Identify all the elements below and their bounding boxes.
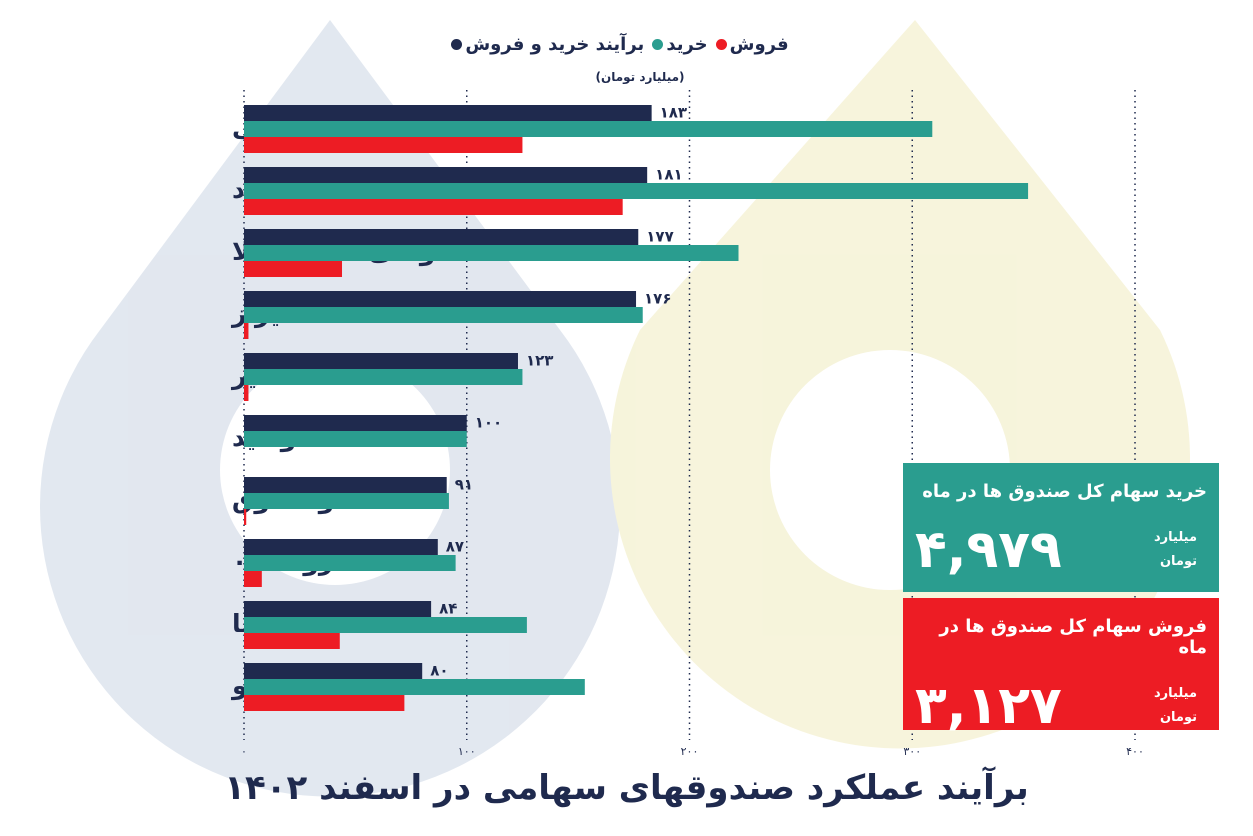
bar xyxy=(244,105,652,121)
plot: ۰۱۰۰۲۰۰۳۰۰۴۰۰فملی۱۸۳فولاد۱۸۱گواهی شمش طل… xyxy=(230,90,1144,758)
bar xyxy=(244,261,343,277)
bar xyxy=(244,369,523,385)
unit-line: میلیارد xyxy=(1153,686,1197,701)
bar xyxy=(244,245,739,261)
legend-label: خرید xyxy=(666,34,708,55)
bar xyxy=(244,633,340,649)
legend-label: فروش xyxy=(729,34,789,55)
summary-unit: میلیارد تومان xyxy=(1154,526,1197,574)
value-label: ۱۸۱ xyxy=(655,166,682,184)
x-tick-label: ۲۰۰ xyxy=(681,745,699,758)
summary-value: ۴,۹۷۹ xyxy=(915,520,1062,580)
x-tick-label: ۳۰۰ xyxy=(903,745,921,758)
value-label: ۱۰۰ xyxy=(475,414,502,432)
bar xyxy=(244,385,249,401)
value-label: ۸۰ xyxy=(430,662,448,680)
value-label: ۱۷۶ xyxy=(644,290,671,308)
subtitle: (میلیارد تومان) xyxy=(595,70,685,84)
summary-title: فروش سهام کل صندوق ها در ماه xyxy=(939,616,1207,658)
bar xyxy=(244,229,639,245)
legend-swatch xyxy=(652,39,664,50)
bar xyxy=(244,121,933,137)
x-tick-label: ۱۰۰ xyxy=(458,745,476,758)
bar xyxy=(244,493,449,509)
summary-box: خرید سهام کل صندوق ها در ماه میلیارد تومان… xyxy=(903,463,1219,592)
legend-swatch xyxy=(715,39,727,50)
value-label: ۱۲۳ xyxy=(526,352,553,370)
legend-item: خرید xyxy=(652,34,708,55)
bar xyxy=(244,199,623,215)
chart-title: برآیند عملکرد صندوقهای سهامی در اسفند ۱۴… xyxy=(224,768,1029,808)
summary-row: میلیارد تومان ۴,۹۷۹ xyxy=(915,520,1207,580)
value-label: ۸۴ xyxy=(439,600,457,618)
summary-value: ۳,۱۲۷ xyxy=(915,676,1062,736)
bar xyxy=(244,695,405,711)
x-tick-label: ۰ xyxy=(241,745,247,758)
bar xyxy=(244,137,523,153)
bar xyxy=(244,477,447,493)
unit-line: تومان xyxy=(1159,554,1197,569)
bar xyxy=(244,415,467,431)
value-label: ۹۱ xyxy=(455,476,473,494)
value-label: ۸۷ xyxy=(446,538,464,556)
legend: فروش خرید برآیند خرید و فروش xyxy=(0,34,1240,55)
legend-label: برآیند خرید و فروش xyxy=(465,34,645,55)
summary-unit: میلیارد تومان xyxy=(1154,682,1197,730)
value-label: ۱۷۷ xyxy=(646,228,673,246)
summary-box: فروش سهام کل صندوق ها در ماه میلیارد تومان… xyxy=(903,598,1219,736)
unit-line: میلیارد xyxy=(1153,530,1197,545)
bar xyxy=(244,679,585,695)
legend-item: برآیند خرید و فروش xyxy=(451,34,644,55)
bar xyxy=(244,663,423,679)
x-tick-label: ۴۰۰ xyxy=(1126,745,1144,758)
bar xyxy=(244,353,518,369)
bar xyxy=(244,291,637,307)
bar xyxy=(244,167,648,183)
bar xyxy=(244,307,643,323)
unit-line: تومان xyxy=(1159,710,1197,725)
bar xyxy=(244,183,1029,199)
bar xyxy=(244,509,247,525)
legend-swatch xyxy=(451,39,463,50)
legend-item: فروش xyxy=(715,34,789,55)
value-label: ۱۸۳ xyxy=(660,104,687,122)
bar xyxy=(244,431,467,447)
bar xyxy=(244,323,249,339)
bar xyxy=(244,555,456,571)
summary-title: خرید سهام کل صندوق ها در ماه xyxy=(922,481,1207,502)
bar xyxy=(244,539,438,555)
bar xyxy=(244,601,432,617)
bar xyxy=(244,571,262,587)
bar xyxy=(244,617,527,633)
summary-row: میلیارد تومان ۳,۱۲۷ xyxy=(915,676,1207,736)
